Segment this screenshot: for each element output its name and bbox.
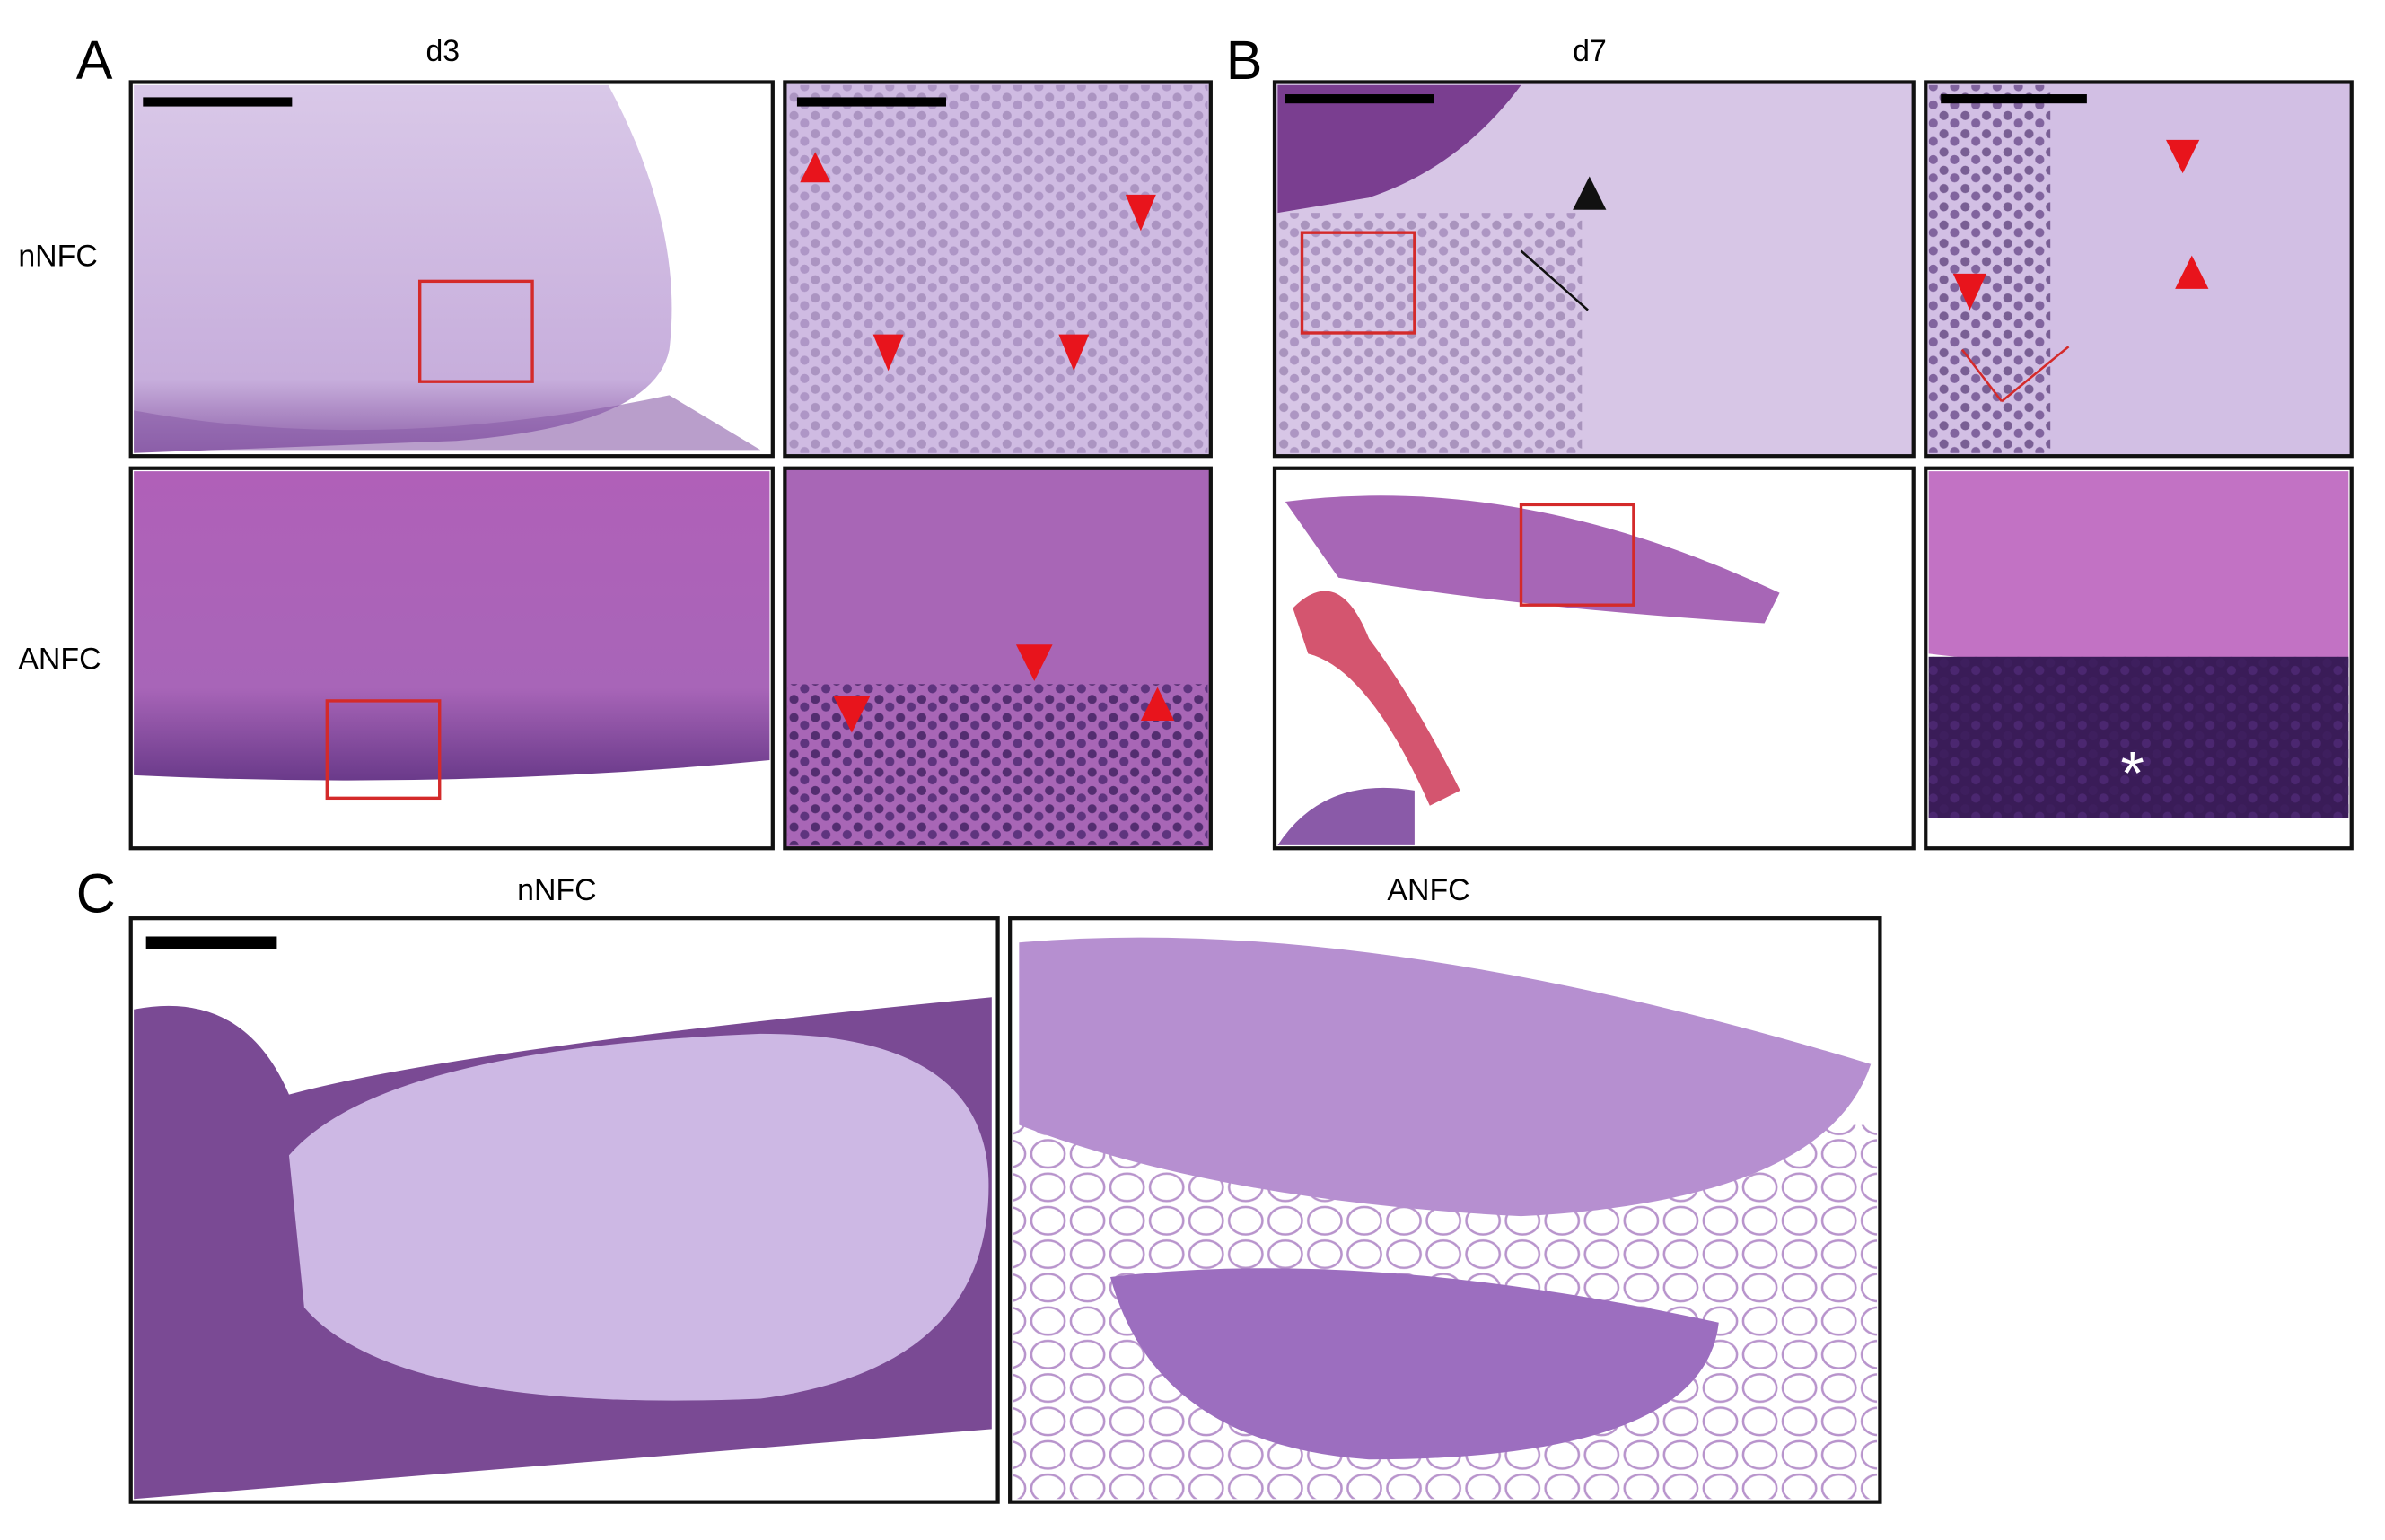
micrograph [128,466,775,851]
column-title: ANFC [1387,873,1469,907]
column-title: d7 [1573,34,1607,68]
row-label: nNFC [18,239,97,273]
panel-label: B [1226,30,1263,91]
column-title: d3 [425,34,460,68]
column-title: nNFC [517,873,596,907]
micrograph [1272,80,1916,459]
micrograph [1924,80,2354,459]
micrograph [128,916,1000,1504]
row-label: ANFC [18,642,101,676]
annotation: * [2121,739,2144,807]
panel-label: A [76,30,113,91]
micrograph [783,466,1213,851]
panel-label: C [76,862,116,923]
micrograph [783,80,1213,459]
micrograph [1008,916,1882,1504]
micrograph [128,80,775,459]
micrograph [1272,466,1916,851]
micrograph: * [1924,466,2354,851]
